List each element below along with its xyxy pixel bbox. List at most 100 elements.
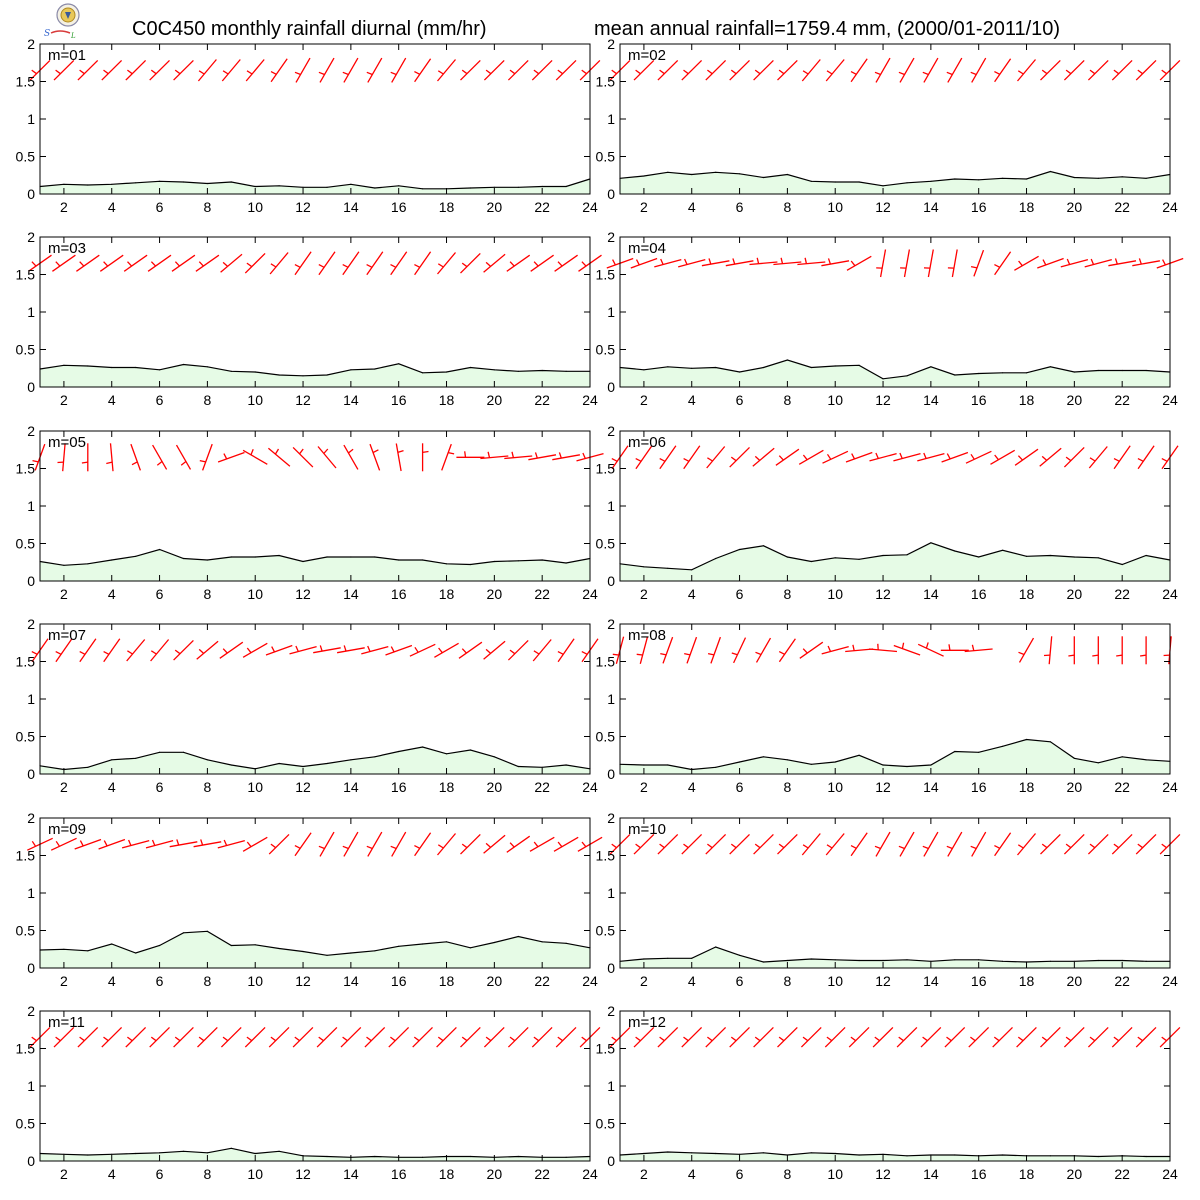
data-point xyxy=(63,948,65,950)
wind-barb-flag xyxy=(318,1036,324,1042)
x-tick-label: 6 xyxy=(736,973,744,989)
svg-text:S: S xyxy=(44,29,50,39)
data-point xyxy=(1145,759,1147,761)
wind-barb xyxy=(199,443,213,471)
rainfall-area xyxy=(620,171,1170,194)
x-tick-label: 20 xyxy=(1067,586,1083,602)
wind-barb-shaft xyxy=(483,59,505,81)
data-point xyxy=(739,954,741,956)
wind-barb xyxy=(845,644,874,653)
wind-barb-shaft xyxy=(531,1026,553,1048)
wind-barb-shaft xyxy=(171,254,196,272)
data-point xyxy=(422,188,424,190)
wind-barb-flag xyxy=(128,839,132,846)
wind-barb xyxy=(633,833,655,855)
y-tick-label: 2 xyxy=(607,36,615,52)
wind-barb-shaft xyxy=(292,1026,314,1048)
rainfall-line xyxy=(39,930,591,956)
wind-barb-flag xyxy=(683,458,690,462)
wind-barb-flag xyxy=(557,651,564,655)
wind-barb-shaft xyxy=(441,443,452,471)
y-tick-label: 2 xyxy=(607,616,615,632)
wind-barb-flag xyxy=(557,1036,563,1042)
wind-barb-shaft xyxy=(869,452,897,462)
wind-barb xyxy=(483,1026,505,1048)
wind-barb xyxy=(1116,636,1123,665)
wind-barb-shaft xyxy=(752,447,775,467)
x-tick-label: 4 xyxy=(688,392,696,408)
wind-barb-flag xyxy=(581,651,588,655)
wind-barb-shaft xyxy=(367,57,383,83)
wind-barb xyxy=(366,831,383,857)
wind-barb-flag xyxy=(1161,69,1167,75)
wind-barb-shaft xyxy=(1111,1026,1133,1048)
wind-barb xyxy=(149,59,170,81)
x-tick-label: 10 xyxy=(827,199,843,215)
wind-barb xyxy=(1087,59,1109,81)
wind-barb xyxy=(753,833,774,855)
data-point xyxy=(834,1152,836,1155)
data-point xyxy=(1049,960,1051,962)
wind-barb xyxy=(753,1026,774,1048)
wind-barb xyxy=(173,1026,194,1048)
wind-barb-shaft xyxy=(753,1026,774,1048)
data-point xyxy=(667,171,669,173)
data-point xyxy=(182,751,185,753)
y-tick-label: 0 xyxy=(27,960,35,976)
wind-barb-flag xyxy=(948,644,951,651)
data-point xyxy=(469,563,471,566)
data-point xyxy=(326,954,328,956)
y-tick-label: 0.5 xyxy=(16,342,36,358)
wind-barb-flag xyxy=(271,646,276,653)
data-point xyxy=(858,959,860,962)
wind-barb-shaft xyxy=(294,251,312,276)
wind-barb-shaft xyxy=(528,454,557,461)
wind-barb-flag xyxy=(150,650,157,655)
wind-barb-flag xyxy=(343,645,347,652)
y-tick-label: 1 xyxy=(607,304,615,320)
data-point xyxy=(230,1147,232,1149)
x-tick-label: 2 xyxy=(640,1166,648,1182)
wind-barb xyxy=(1137,445,1155,470)
x-tick-label: 20 xyxy=(487,392,503,408)
wind-barb-flag xyxy=(294,264,301,268)
data-point xyxy=(691,957,693,959)
wind-barb xyxy=(220,253,243,273)
wind-barb-shaft xyxy=(173,59,194,81)
wind-barb-shaft xyxy=(268,833,290,855)
wind-barb xyxy=(947,249,958,278)
x-tick-label: 4 xyxy=(688,779,696,795)
wind-barb xyxy=(169,839,198,848)
wind-barb-shaft xyxy=(506,254,531,272)
y-tick-label: 0 xyxy=(607,960,615,976)
data-point xyxy=(1145,369,1147,372)
x-tick-label: 20 xyxy=(487,1166,503,1182)
data-point xyxy=(517,1155,519,1158)
wind-barb-flag xyxy=(422,450,429,454)
wind-barb-shaft xyxy=(821,260,850,267)
wind-barb-flag xyxy=(509,69,516,75)
wind-barb-shaft xyxy=(729,833,750,855)
y-tick-label: 2 xyxy=(607,229,615,245)
x-tick-label: 2 xyxy=(640,779,648,795)
wind-barb-shaft xyxy=(313,647,341,654)
wind-barb xyxy=(1111,59,1133,81)
wind-barb-shaft xyxy=(1037,257,1064,269)
wind-barb-flag xyxy=(295,645,299,652)
wind-barb-shaft xyxy=(778,638,796,663)
data-point xyxy=(182,557,185,560)
y-tick-label: 1 xyxy=(607,111,615,127)
wind-barb-shaft xyxy=(483,253,506,273)
data-point xyxy=(541,185,543,188)
data-point xyxy=(691,173,693,176)
x-tick-label: 20 xyxy=(1067,1166,1083,1182)
data-point xyxy=(135,366,137,369)
wind-barb xyxy=(414,832,432,857)
rainfall-line xyxy=(619,1151,1170,1158)
wind-barb xyxy=(244,1026,266,1048)
wind-barb-shaft xyxy=(1087,833,1109,855)
y-tick-label: 0.5 xyxy=(16,923,36,939)
wind-barb-shaft xyxy=(797,261,826,266)
data-point xyxy=(517,370,519,372)
x-tick-label: 8 xyxy=(203,199,211,215)
